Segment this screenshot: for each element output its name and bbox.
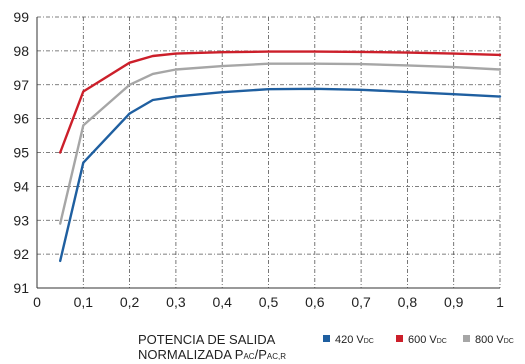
series-line-2 xyxy=(59,62,502,225)
x-tick-label: 0,6 xyxy=(305,294,325,310)
legend-sub-600v: DC xyxy=(436,338,447,345)
legend-item-420v: 420 VDC xyxy=(323,334,374,346)
x-tick-label: 0,7 xyxy=(351,294,371,310)
y-tick-label: 98 xyxy=(13,43,29,59)
x-tick-label: 0,1 xyxy=(74,294,94,310)
y-tick-label: 99 xyxy=(13,9,29,25)
series-line-0 xyxy=(59,87,502,263)
y-tick-label: 92 xyxy=(13,246,29,262)
x-axis-title-sub2: AC,R xyxy=(266,352,287,361)
x-tick-label: 0,5 xyxy=(259,294,279,310)
x-axis-title-line1: POTENCIA DE SALIDA xyxy=(138,332,276,347)
legend-sub-800v: DC xyxy=(503,338,514,345)
x-tick-label: 0,3 xyxy=(166,294,186,310)
x-axis-title-sub1: AC xyxy=(243,352,255,361)
y-tick-label: 96 xyxy=(13,111,29,127)
legend-swatch-420v xyxy=(323,335,330,342)
series-lines xyxy=(59,50,502,263)
legend-and-axis-title: POTENCIA DE SALIDA NORMALIZADA PAC/PAC,R… xyxy=(0,330,525,364)
x-axis-title-slash: /P xyxy=(254,347,267,362)
efficiency-chart: 0 0,1 0,2 0,3 0,4 0,5 0,6 0,7 0,8 0,9 1 91 92 93 94 95 9… xyxy=(13,9,504,310)
legend-item-600v: 600 VDC xyxy=(396,334,447,346)
y-tick-label: 91 xyxy=(13,280,29,296)
y-tick-label: 93 xyxy=(13,212,29,228)
x-tick-label: 0,4 xyxy=(212,294,232,310)
legend-label-420v: 420 V xyxy=(335,334,364,346)
x-tick-label: 0 xyxy=(33,294,41,310)
legend-sub-420v: DC xyxy=(363,338,374,345)
x-tick-label: 1 xyxy=(496,294,504,310)
x-tick-label: 0,9 xyxy=(444,294,464,310)
tick-labels: 0 0,1 0,2 0,3 0,4 0,5 0,6 0,7 0,8 0,9 1 91 92 93 94 95 9… xyxy=(13,9,504,310)
x-axis-title-line2: NORMALIZADA PAC/PAC,R xyxy=(138,347,286,362)
y-tick-label: 97 xyxy=(13,77,29,93)
legend-label-800v: 800 V xyxy=(475,334,504,346)
legend-swatch-800v xyxy=(463,335,470,342)
legend-item-800v: 800 VDC xyxy=(463,334,514,346)
x-tick-label: 0,8 xyxy=(398,294,418,310)
legend-swatch-600v xyxy=(396,335,403,342)
grid xyxy=(36,16,501,289)
axes xyxy=(36,17,500,289)
x-tick-label: 0,2 xyxy=(120,294,140,310)
legend-label-600v: 600 V xyxy=(408,334,437,346)
y-tick-label: 95 xyxy=(13,145,29,161)
series-line-1 xyxy=(59,50,502,154)
y-tick-label: 94 xyxy=(13,178,29,194)
x-axis-title-main: NORMALIZADA P xyxy=(138,347,244,362)
